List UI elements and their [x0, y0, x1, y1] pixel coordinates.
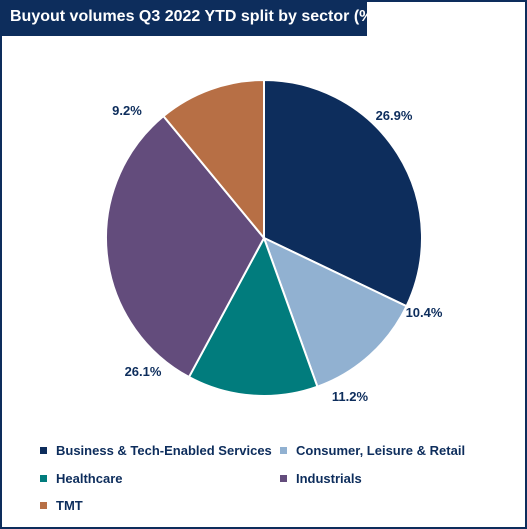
- legend-item-tmt: TMT: [40, 498, 83, 513]
- pie-slice-healthcare: [187, 235, 319, 397]
- legend-item-business-tech: Business & Tech-Enabled Services: [40, 443, 272, 458]
- legend-label: TMT: [56, 498, 83, 513]
- legend-label: Consumer, Leisure & Retail: [296, 443, 466, 458]
- data-label-tmt: 9.2%: [112, 103, 142, 118]
- title-bar: Buyout volumes Q3 2022 YTD split by sect…: [2, 2, 379, 36]
- data-label-business-tech: 26.9%: [376, 108, 413, 123]
- pie-slice-industrials: [105, 114, 266, 379]
- data-label-healthcare: 11.2%: [332, 389, 369, 404]
- legend-swatch: [40, 475, 47, 482]
- pie-slice-business-tech: [263, 78, 423, 308]
- pie-chart: 26.9% 10.4% 11.2% 26.1% 9.2%: [105, 78, 443, 404]
- legend-swatch: [40, 502, 47, 509]
- legend-label: Business & Tech-Enabled Services: [56, 443, 272, 458]
- legend-label: Industrials: [296, 471, 362, 486]
- pie-slice-tmt: [162, 78, 265, 241]
- legend-item-industrials: Industrials: [280, 471, 362, 486]
- legend-swatch: [280, 475, 287, 482]
- legend-item-consumer: Consumer, Leisure & Retail: [280, 443, 465, 458]
- data-label-consumer: 10.4%: [406, 305, 443, 320]
- chart-title: Buyout volumes Q3 2022 YTD split by sect…: [10, 8, 379, 25]
- pie-slice-consumer: [262, 236, 408, 388]
- legend-item-healthcare: Healthcare: [40, 471, 122, 486]
- legend-swatch: [280, 447, 287, 454]
- data-label-industrials: 26.1%: [125, 364, 162, 379]
- legend-label: Healthcare: [56, 471, 123, 486]
- legend-swatch: [40, 447, 47, 454]
